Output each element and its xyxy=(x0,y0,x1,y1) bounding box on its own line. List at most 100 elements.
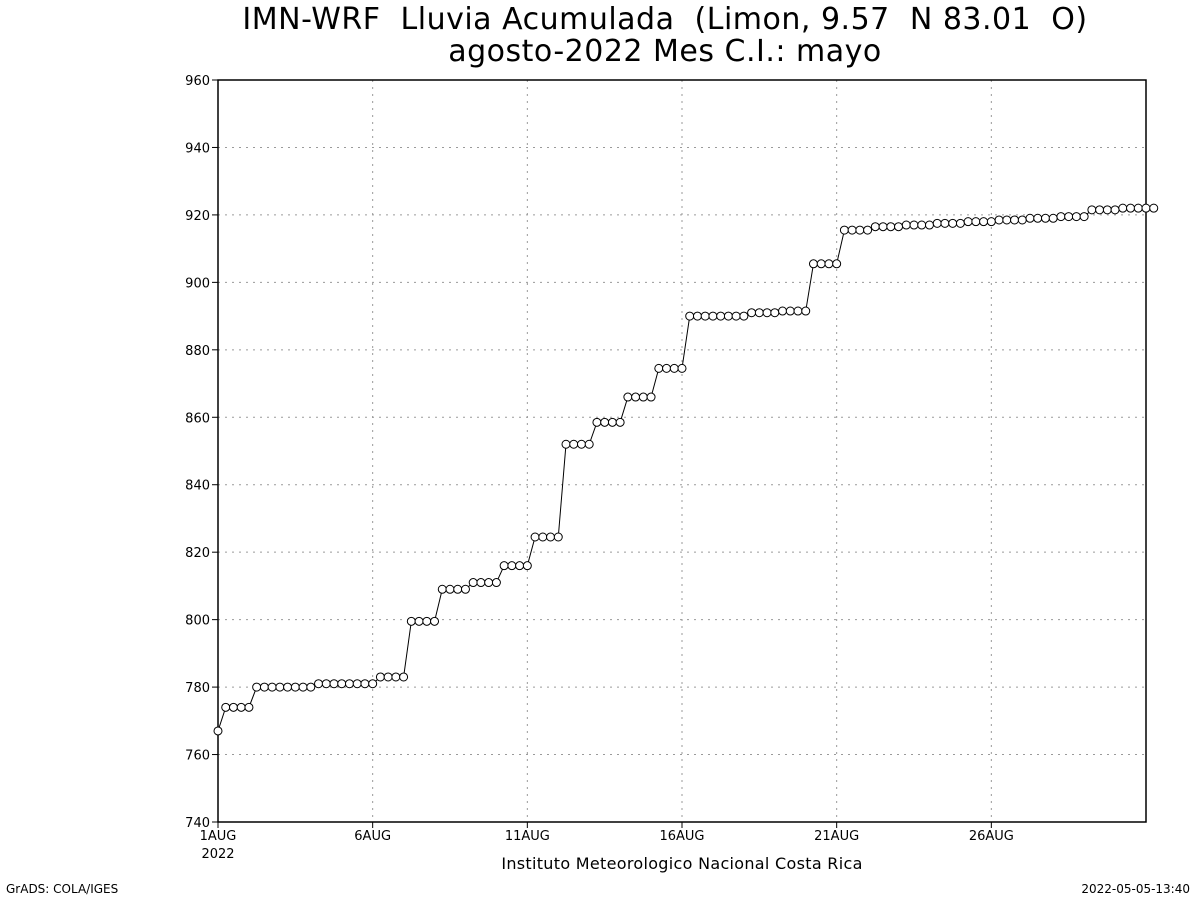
data-point xyxy=(731,311,741,321)
data-point xyxy=(662,363,672,373)
data-point xyxy=(1087,205,1097,215)
data-point xyxy=(1079,212,1089,222)
data-point xyxy=(878,222,888,232)
data-point xyxy=(832,259,842,269)
data-point xyxy=(770,308,780,318)
data-point xyxy=(940,218,950,228)
y-tick-label: 940 xyxy=(185,141,210,156)
data-point xyxy=(522,561,532,571)
data-point xyxy=(329,679,339,689)
y-tick-label: 880 xyxy=(185,344,210,359)
data-point xyxy=(1056,212,1066,222)
y-tick-label: 740 xyxy=(185,816,210,831)
data-point xyxy=(901,220,911,230)
data-point xyxy=(453,584,463,594)
chart-title: IMN-WRF Lluvia Acumulada (Limon, 9.57 N … xyxy=(242,2,1088,37)
data-point xyxy=(592,417,602,427)
y-tick-label: 920 xyxy=(185,209,210,224)
data-point xyxy=(1095,205,1105,215)
x-tick-label: 21AUG xyxy=(814,829,859,844)
data-point xyxy=(399,672,409,682)
data-point xyxy=(801,306,811,316)
data-point xyxy=(1102,205,1112,215)
data-point xyxy=(1025,213,1035,223)
data-point xyxy=(623,392,633,402)
data-point xyxy=(1040,213,1050,223)
data-point xyxy=(1133,203,1143,213)
data-point xyxy=(491,578,501,588)
data-point xyxy=(700,311,710,321)
data-point xyxy=(430,616,440,626)
data-point xyxy=(422,616,432,626)
data-point xyxy=(244,702,254,712)
data-point xyxy=(460,584,470,594)
y-tick-label: 860 xyxy=(185,411,210,426)
data-point xyxy=(747,308,757,318)
data-point xyxy=(368,679,378,689)
data-point xyxy=(793,306,803,316)
data-point xyxy=(321,679,331,689)
data-point xyxy=(692,311,702,321)
data-point xyxy=(1033,213,1043,223)
data-point xyxy=(553,532,563,542)
data-point xyxy=(228,702,238,712)
data-point xyxy=(924,220,934,230)
data-point xyxy=(576,439,586,449)
data-point xyxy=(484,578,494,588)
data-point xyxy=(955,218,965,228)
x-tick-sublabel: 2022 xyxy=(201,847,234,862)
data-point xyxy=(886,222,896,232)
chart-subtitle: agosto-2022 Mes C.I.: mayo xyxy=(448,34,882,69)
x-tick-label: 6AUG xyxy=(354,829,391,844)
data-point xyxy=(762,308,772,318)
data-point xyxy=(685,311,695,321)
data-point xyxy=(213,726,223,736)
data-point xyxy=(391,672,401,682)
data-point xyxy=(1048,213,1058,223)
data-point xyxy=(283,682,293,692)
data-point xyxy=(306,682,316,692)
data-point xyxy=(824,259,834,269)
data-point xyxy=(1149,203,1159,213)
data-point xyxy=(499,561,509,571)
data-point xyxy=(414,616,424,626)
x-tick-label: 11AUG xyxy=(505,829,550,844)
data-point xyxy=(971,217,981,227)
credit-right: 2022-05-05-13:40 xyxy=(1081,882,1190,896)
data-point xyxy=(948,218,958,228)
data-point xyxy=(375,672,385,682)
data-point xyxy=(716,311,726,321)
data-point xyxy=(669,363,679,373)
y-tick-label: 840 xyxy=(185,479,210,494)
x-tick-label: 26AUG xyxy=(969,829,1014,844)
data-point xyxy=(1126,203,1136,213)
data-point xyxy=(1017,215,1027,225)
data-point xyxy=(1110,205,1120,215)
data-point xyxy=(739,311,749,321)
data-point xyxy=(816,259,826,269)
data-point xyxy=(507,561,517,571)
data-point xyxy=(437,584,447,594)
data-point xyxy=(561,439,571,449)
data-point xyxy=(584,439,594,449)
data-point xyxy=(917,220,927,230)
data-point xyxy=(607,417,617,427)
data-point xyxy=(839,225,849,235)
data-point xyxy=(267,682,277,692)
data-point xyxy=(754,308,764,318)
data-point xyxy=(221,702,231,712)
data-point xyxy=(298,682,308,692)
data-point xyxy=(994,215,1004,225)
data-point xyxy=(894,222,904,232)
data-point xyxy=(979,217,989,227)
data-point xyxy=(785,306,795,316)
data-point xyxy=(986,217,996,227)
data-point xyxy=(252,682,262,692)
data-point xyxy=(445,584,455,594)
y-tick-label: 960 xyxy=(185,74,210,89)
data-point xyxy=(708,311,718,321)
data-point xyxy=(569,439,579,449)
y-tick-label: 760 xyxy=(185,749,210,764)
data-point xyxy=(909,220,919,230)
